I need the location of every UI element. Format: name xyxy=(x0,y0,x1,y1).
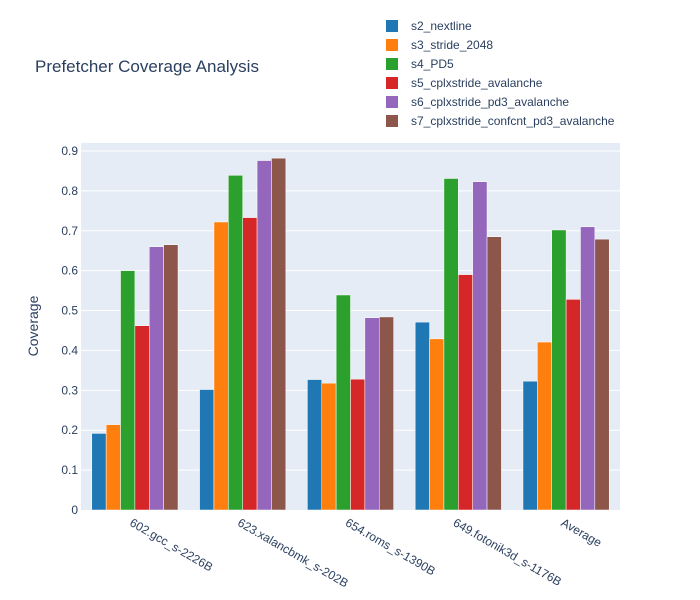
bar-s7_cplxstride_confcnt_pd3_avalanche[interactable] xyxy=(271,157,287,511)
y-axis-ticks: 0 0.1 0.2 0.3 0.4 0.5 0.6 0.7 0.8 0.9 xyxy=(61,144,78,517)
bar-s6_cplxstride_pd3_avalanche[interactable] xyxy=(256,160,272,511)
bar-s2_nextline[interactable] xyxy=(307,379,323,511)
bar-s6_cplxstride_pd3_avalanche[interactable] xyxy=(472,181,488,511)
bar-s5_cplxstride_avalanche[interactable] xyxy=(242,217,258,511)
bar-s4_PD5[interactable] xyxy=(335,294,351,511)
legend-item[interactable]: s5_cplxstride_avalanche xyxy=(386,76,543,90)
bar-s3_stride_2048[interactable] xyxy=(105,424,121,511)
bar-s5_cplxstride_avalanche[interactable] xyxy=(134,325,150,511)
x-tick-label: 654.roms_s-1390B xyxy=(343,515,438,578)
legend-label: s2_nextline xyxy=(411,19,472,33)
y-tick-label: 0.9 xyxy=(61,144,78,158)
bar-s3_stride_2048[interactable] xyxy=(429,338,445,511)
y-tick-label: 0.4 xyxy=(61,343,78,357)
bar-s6_cplxstride_pd3_avalanche[interactable] xyxy=(580,226,596,511)
legend-label: s3_stride_2048 xyxy=(411,38,493,52)
bar-s4_PD5[interactable] xyxy=(443,178,459,511)
legend-item[interactable]: s7_cplxstride_confcnt_pd3_avalanche xyxy=(386,114,615,128)
bar-s7_cplxstride_confcnt_pd3_avalanche[interactable] xyxy=(378,316,394,511)
legend-swatch xyxy=(386,77,398,89)
bar-s6_cplxstride_pd3_avalanche[interactable] xyxy=(364,317,380,511)
legend-swatch xyxy=(386,39,398,51)
bar-s4_PD5[interactable] xyxy=(551,229,567,511)
legend[interactable]: s2_nextline s3_stride_2048 s4_PD5 s5_cplxst… xyxy=(386,19,615,128)
y-tick-label: 0.8 xyxy=(61,184,78,198)
legend-item[interactable]: s6_cplxstride_pd3_avalanche xyxy=(386,95,569,109)
y-tick-label: 0.2 xyxy=(61,423,78,437)
y-tick-label: 0.7 xyxy=(61,224,78,238)
bar-s6_cplxstride_pd3_avalanche[interactable] xyxy=(149,246,164,511)
legend-item[interactable]: s4_PD5 xyxy=(386,57,454,71)
y-tick-label: 0.3 xyxy=(61,383,78,397)
bar-s3_stride_2048[interactable] xyxy=(537,341,552,511)
bar-s4_PD5[interactable] xyxy=(120,270,136,511)
legend-label: s7_cplxstride_confcnt_pd3_avalanche xyxy=(411,114,615,128)
bar-s7_cplxstride_confcnt_pd3_avalanche[interactable] xyxy=(486,236,502,511)
legend-swatch xyxy=(386,58,398,70)
legend-swatch xyxy=(386,20,398,32)
x-tick-label: 602.gcc_s-2226B xyxy=(127,515,215,574)
bar-s3_stride_2048[interactable] xyxy=(213,221,229,511)
bar-s2_nextline[interactable] xyxy=(199,389,215,511)
legend-label: s4_PD5 xyxy=(411,57,454,71)
bar-s7_cplxstride_confcnt_pd3_avalanche[interactable] xyxy=(163,244,179,511)
x-tick-label: 623.xalancbmk_s-202B xyxy=(235,515,351,590)
bar-s2_nextline[interactable] xyxy=(522,380,538,511)
bar-s5_cplxstride_avalanche[interactable] xyxy=(350,378,366,511)
x-tick-label: Average xyxy=(559,515,605,550)
legend-swatch xyxy=(386,96,398,108)
bar-s4_PD5[interactable] xyxy=(228,175,243,511)
bar-s7_cplxstride_confcnt_pd3_avalanche[interactable] xyxy=(594,238,610,511)
bars xyxy=(91,157,610,511)
legend-item[interactable]: s3_stride_2048 xyxy=(386,38,493,52)
y-tick-label: 0.5 xyxy=(61,304,78,318)
y-tick-label: 0 xyxy=(71,503,78,517)
bar-s3_stride_2048[interactable] xyxy=(321,382,337,511)
bar-s5_cplxstride_avalanche[interactable] xyxy=(458,274,473,511)
legend-label: s5_cplxstride_avalanche xyxy=(411,76,543,90)
legend-label: s6_cplxstride_pd3_avalanche xyxy=(411,95,569,109)
y-tick-label: 0.1 xyxy=(61,463,78,477)
x-axis-ticks: 602.gcc_s-2226B 623.xalancbmk_s-202B654.r… xyxy=(127,515,604,590)
legend-swatch xyxy=(386,115,398,127)
bar-s2_nextline[interactable] xyxy=(91,433,107,511)
chart-title: Prefetcher Coverage Analysis xyxy=(35,57,259,76)
y-tick-label: 0.6 xyxy=(61,264,78,278)
bar-s2_nextline[interactable] xyxy=(414,321,430,511)
bar-s5_cplxstride_avalanche[interactable] xyxy=(565,299,581,511)
y-axis-title: Coverage xyxy=(25,295,41,356)
x-tick-label: 649.fotonik3d_s-1176B xyxy=(451,515,564,588)
legend-item[interactable]: s2_nextline xyxy=(386,19,472,33)
